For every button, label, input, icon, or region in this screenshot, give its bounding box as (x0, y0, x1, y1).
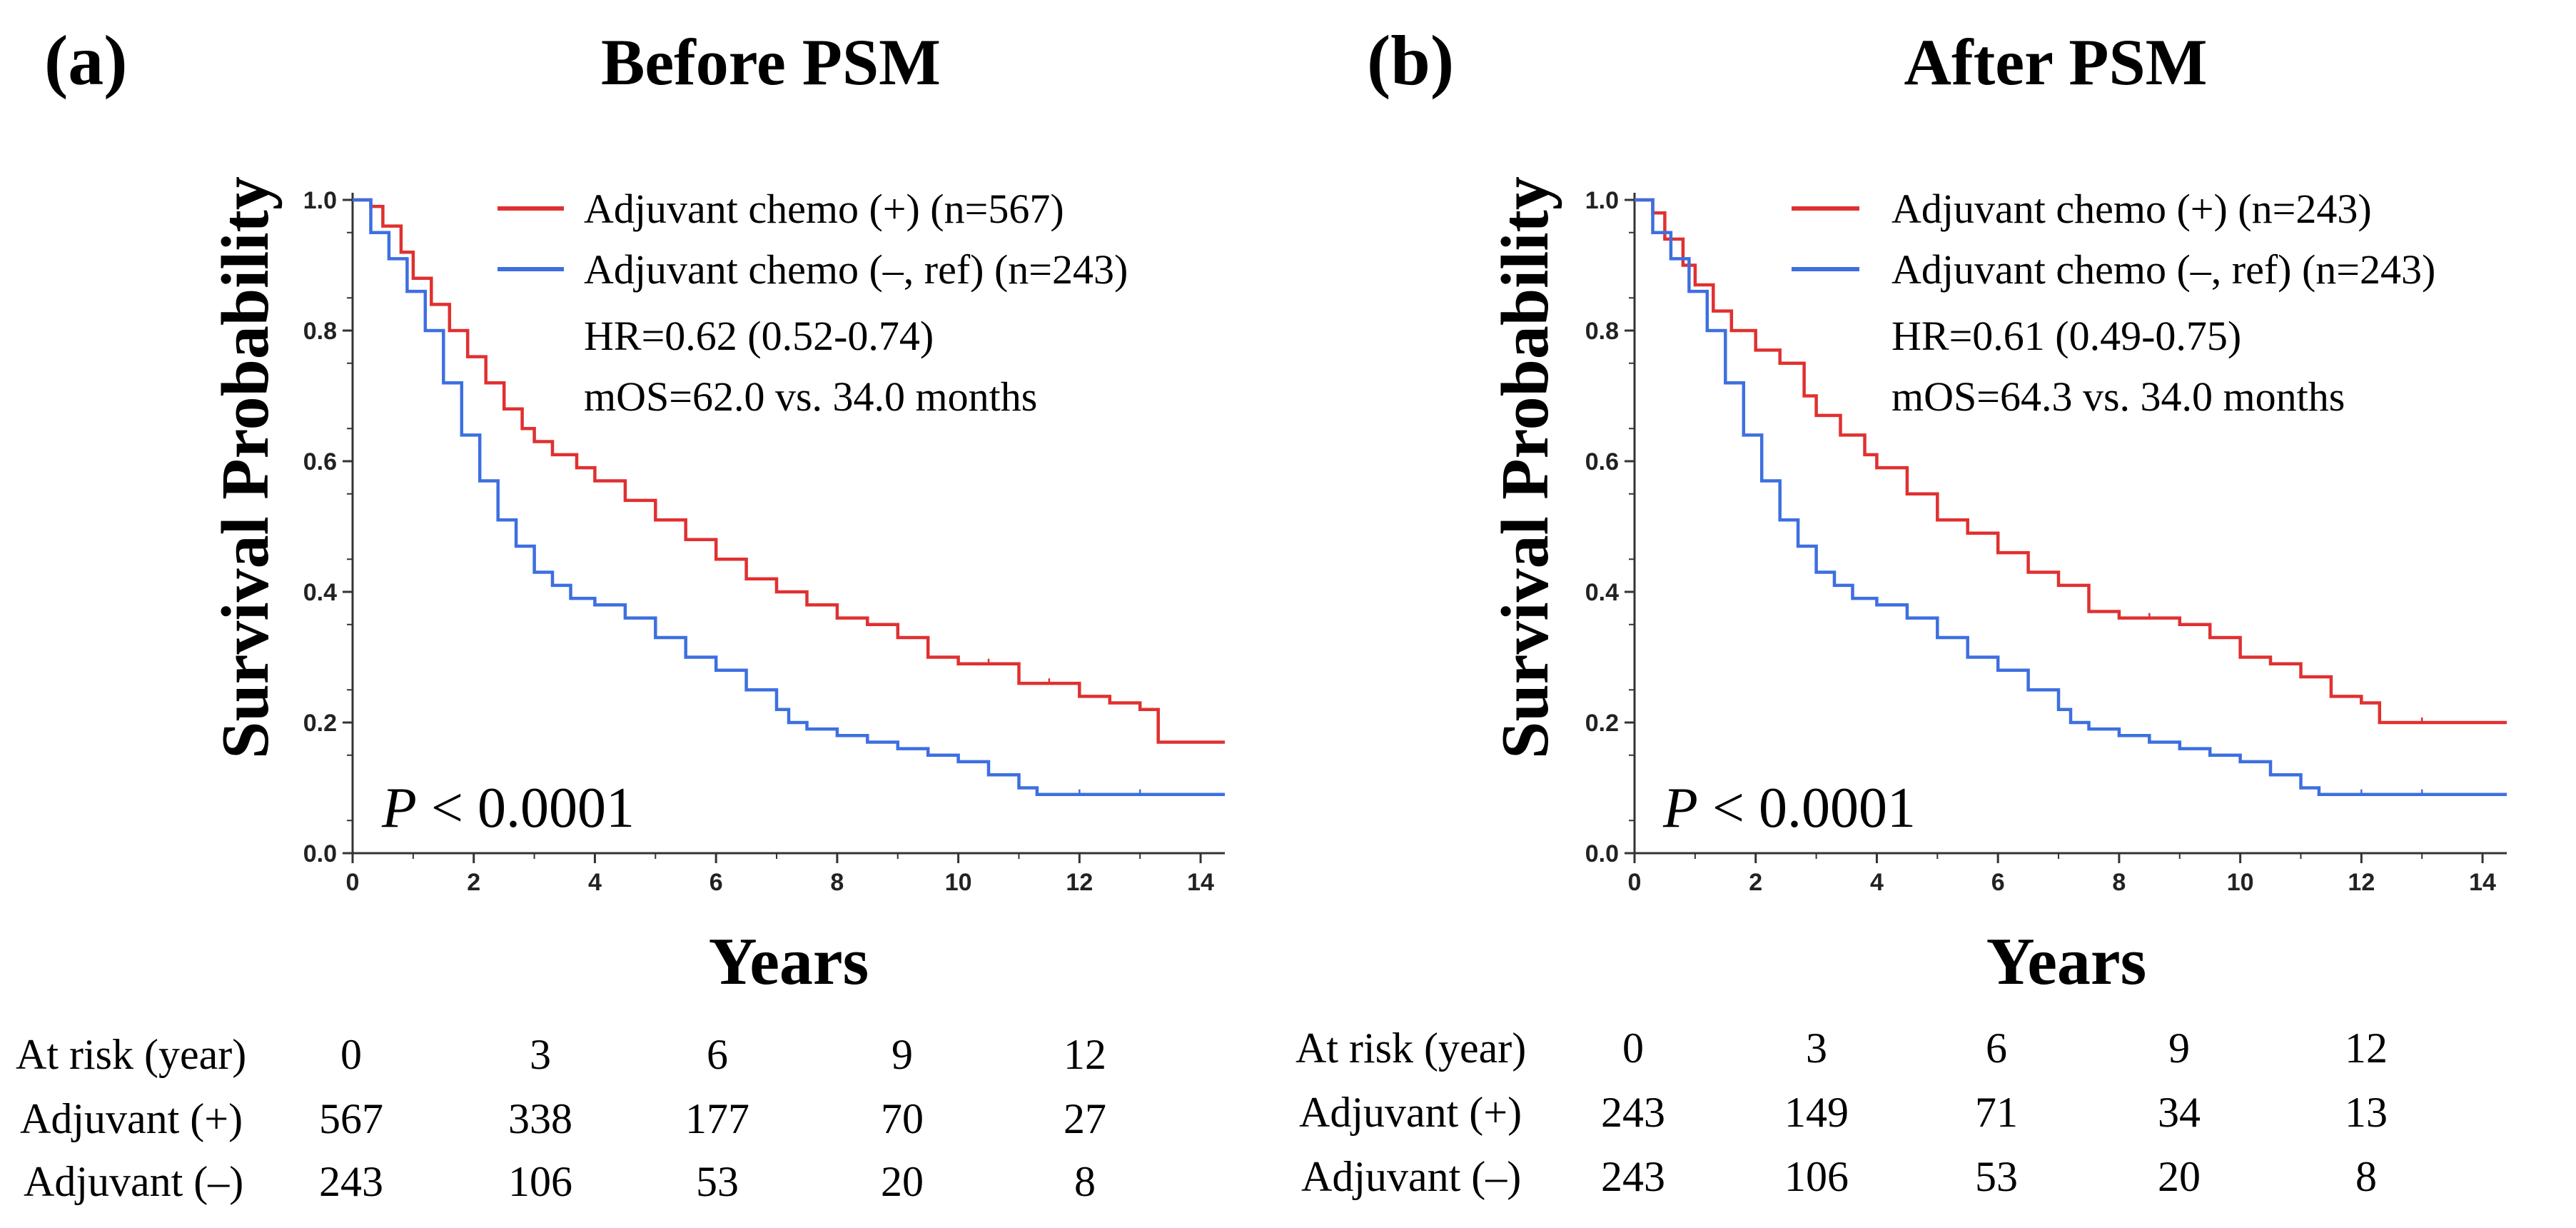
panel-a-p-rest: < 0.0001 (417, 777, 635, 840)
risk-year: 9 (892, 1031, 913, 1078)
panel-a: (a) Before PSM Survival Probability Year… (16, 21, 1225, 1205)
risk-row-label: Adjuvant (+) (1299, 1089, 1522, 1136)
panel-a-letter: (a) (44, 21, 128, 100)
risk-cell: 20 (881, 1158, 924, 1205)
panel-b-risk-table: At risk (year) 0 3 6 9 12 Adjuvant (+) 2… (1295, 1025, 2388, 1200)
risk-year: 6 (707, 1031, 728, 1078)
risk-cell: 53 (1975, 1153, 2018, 1200)
risk-cell: 13 (2345, 1089, 2388, 1136)
panel-a-curve-adjuvant-plus (353, 198, 1225, 744)
panel-b-letter: (b) (1367, 21, 1454, 100)
panel-a-x-tick-label: 6 (709, 869, 723, 896)
panel-b-plot-area: 0.0 0.2 0.4 0.6 0.8 1.0 0 2 4 6 8 10 12 14 (1585, 187, 2507, 896)
risk-cell: 177 (685, 1095, 749, 1142)
panel-b-y-tick-label: 0.6 (1585, 448, 1619, 475)
panel-b-x-axis-label: Years (1986, 925, 2147, 999)
panel-a-x-tick-label: 14 (1187, 869, 1214, 896)
panel-b: (b) After PSM Survival Probability Years… (1295, 21, 2507, 1200)
panel-b-p-rest: < 0.0001 (1698, 777, 1916, 840)
panel-a-y-tick-label: 0.6 (303, 448, 337, 475)
risk-cell: 20 (2158, 1153, 2201, 1200)
panel-b-title: After PSM (1904, 26, 2208, 99)
panel-b-x-tick-label: 4 (1870, 869, 1884, 896)
risk-row-label: Adjuvant (+) (20, 1095, 243, 1142)
risk-cell: 8 (2355, 1153, 2377, 1200)
panel-b-y-tick-label: 0.8 (1585, 318, 1619, 345)
risk-year: 6 (1986, 1025, 2007, 1072)
panel-b-x-tick-label: 8 (2112, 869, 2126, 896)
panel-a-y-tick-label: 0.8 (303, 318, 337, 345)
panel-a-x-tick-label: 10 (945, 869, 972, 896)
risk-year: 3 (1806, 1025, 1827, 1072)
risk-cell: 27 (1064, 1095, 1106, 1142)
panel-b-mos-annotation: mOS=64.3 vs. 34.0 months (1891, 373, 2345, 420)
panel-b-x-tick-label: 0 (1628, 869, 1642, 896)
risk-cell: 34 (2158, 1089, 2201, 1136)
panel-a-y-tick-label: 0.0 (303, 840, 337, 867)
risk-cell: 243 (319, 1158, 383, 1205)
risk-cell: 70 (881, 1095, 924, 1142)
risk-header-label: At risk (year) (1295, 1025, 1526, 1072)
risk-year: 12 (1064, 1031, 1106, 1078)
panel-a-x-axis-label: Years (709, 925, 869, 999)
panel-a-mos-annotation: mOS=62.0 vs. 34.0 months (584, 373, 1037, 420)
panel-a-x-tick-label: 12 (1066, 869, 1093, 896)
risk-year: 0 (340, 1031, 362, 1078)
risk-row-label: Adjuvant (–) (1301, 1153, 1521, 1200)
panel-b-y-axis-label: Survival Probability (1488, 176, 1562, 759)
panel-a-y-tick-label: 1.0 (303, 187, 337, 214)
panel-a-plot-area: 0.0 0.2 0.4 0.6 0.8 1.0 0 2 4 6 8 10 12 14 (303, 187, 1225, 896)
risk-cell: 243 (1601, 1089, 1665, 1136)
panel-a-y-tick-label: 0.2 (303, 710, 337, 737)
panel-a-y-axis-label: Survival Probability (208, 176, 283, 759)
panel-b-x-tick-label: 12 (2348, 869, 2375, 896)
panel-a-x-tick-label: 2 (467, 869, 480, 896)
risk-cell: 106 (508, 1158, 572, 1205)
risk-year: 12 (2345, 1025, 2388, 1072)
panel-b-p-value: P < 0.0001 (1662, 777, 1916, 840)
panel-b-y-tick-label: 0.4 (1585, 579, 1619, 606)
panel-b-y-tick-label: 0.0 (1585, 840, 1619, 867)
panel-b-x-tick-label: 14 (2469, 869, 2496, 896)
panel-a-x-tick-label: 4 (588, 869, 602, 896)
risk-cell: 243 (1601, 1153, 1665, 1200)
risk-cell: 53 (696, 1158, 739, 1205)
panel-b-y-tick-label: 1.0 (1585, 187, 1619, 214)
panel-b-x-tick-label: 2 (1749, 869, 1762, 896)
panel-b-curve-adjuvant-minus (1635, 198, 2507, 796)
risk-cell: 8 (1074, 1158, 1096, 1205)
panel-b-legend-label-plus: Adjuvant chemo (+) (n=243) (1891, 186, 2372, 232)
panel-b-y-tick-label: 0.2 (1585, 710, 1619, 737)
panel-a-hr-annotation: HR=0.62 (0.52-0.74) (584, 313, 934, 359)
risk-row-label: Adjuvant (–) (24, 1158, 243, 1205)
panel-a-p-letter: P (381, 777, 417, 840)
risk-cell: 149 (1784, 1089, 1849, 1136)
panel-b-x-tick-label: 6 (1991, 869, 2005, 896)
risk-year: 0 (1622, 1025, 1644, 1072)
panel-b-p-letter: P (1662, 777, 1698, 840)
risk-header-label: At risk (year) (16, 1031, 246, 1078)
risk-cell: 71 (1975, 1089, 2018, 1136)
panel-a-x-tick-label: 0 (346, 869, 360, 896)
panel-a-legend-label-minus: Adjuvant chemo (–, ref) (n=243) (584, 246, 1128, 293)
risk-cell: 106 (1784, 1153, 1849, 1200)
panel-a-curve-adjuvant-minus (353, 198, 1225, 796)
risk-cell: 567 (319, 1095, 383, 1142)
panel-a-p-value: P < 0.0001 (381, 777, 635, 840)
panel-a-y-tick-label: 0.4 (303, 579, 337, 606)
risk-cell: 338 (508, 1095, 572, 1142)
panel-a-x-tick-label: 8 (830, 869, 844, 896)
panel-a-risk-table: At risk (year) 0 3 6 9 12 Adjuvant (+) 5… (16, 1031, 1106, 1205)
risk-year: 9 (2168, 1025, 2190, 1072)
panel-a-legend-label-plus: Adjuvant chemo (+) (n=567) (584, 186, 1064, 232)
panel-b-legend-label-minus: Adjuvant chemo (–, ref) (n=243) (1891, 246, 2435, 293)
risk-year: 3 (530, 1031, 551, 1078)
panel-b-hr-annotation: HR=0.61 (0.49-0.75) (1891, 313, 2241, 359)
panel-b-x-tick-label: 10 (2227, 869, 2254, 896)
panel-a-title: Before PSM (601, 26, 941, 99)
